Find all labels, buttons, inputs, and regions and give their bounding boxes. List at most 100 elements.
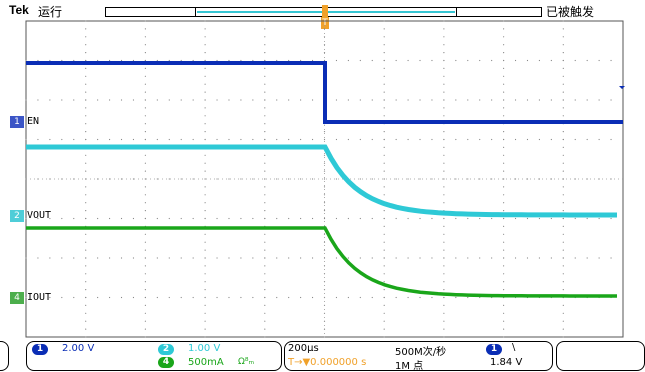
grid-dot bbox=[204, 233, 206, 235]
grid-dot bbox=[610, 257, 612, 259]
grid-dot bbox=[503, 36, 505, 38]
grid-dot bbox=[407, 138, 409, 141]
grid-dot bbox=[85, 20, 87, 22]
grid-dot bbox=[383, 162, 385, 164]
grid-dot bbox=[132, 178, 135, 180]
ch1-badge[interactable]: 1 bbox=[32, 344, 48, 355]
grid-dot bbox=[479, 296, 481, 299]
grid-dot bbox=[562, 217, 564, 220]
grid-dot bbox=[491, 178, 493, 180]
grid-dot bbox=[144, 304, 146, 306]
grid-dot bbox=[228, 138, 230, 141]
grid-dot bbox=[383, 312, 385, 314]
grid-dot bbox=[383, 304, 385, 306]
grid-dot bbox=[383, 296, 385, 299]
grid-dot bbox=[323, 336, 326, 338]
grid-dot bbox=[108, 178, 111, 180]
grid-dot bbox=[288, 257, 290, 259]
grid-dot bbox=[347, 217, 349, 220]
grid-dot bbox=[311, 59, 314, 62]
graticule bbox=[25, 20, 624, 338]
grid-dot bbox=[288, 99, 290, 101]
grid-dot bbox=[264, 115, 266, 117]
ch4-badge[interactable]: 4 bbox=[158, 357, 174, 368]
grid-dot bbox=[192, 59, 194, 62]
grid-dot bbox=[276, 178, 278, 180]
grid-dot bbox=[395, 217, 397, 220]
ch4-ground-marker[interactable]: 4 bbox=[10, 292, 24, 304]
grid-dot bbox=[383, 28, 385, 30]
grid-dot bbox=[395, 257, 397, 259]
grid-dot bbox=[132, 138, 135, 141]
grid-dot bbox=[610, 59, 612, 62]
grid-dot bbox=[85, 336, 87, 338]
grid-dot bbox=[25, 99, 27, 101]
grid-dot bbox=[383, 328, 385, 330]
grid-dot bbox=[467, 257, 469, 259]
ch1-trigger-level-arrow-icon[interactable] bbox=[619, 83, 625, 89]
grid-dot bbox=[85, 257, 87, 259]
trigger-position-marker[interactable]: T bbox=[321, 17, 329, 29]
grid-dot bbox=[610, 99, 612, 101]
grid-dot bbox=[443, 320, 445, 322]
trigger-position-readout[interactable]: T→▼0.000000 s bbox=[288, 357, 367, 368]
grid-dot bbox=[383, 336, 385, 338]
timebase-scale[interactable]: 200µs bbox=[288, 343, 319, 354]
grid-dot bbox=[503, 67, 505, 69]
grid-dot bbox=[503, 249, 505, 251]
grid-dot bbox=[383, 233, 385, 235]
grid-dot bbox=[97, 59, 99, 62]
grid-dot bbox=[85, 210, 87, 212]
run-state-label[interactable]: 运行 bbox=[38, 5, 63, 19]
grid-dot bbox=[467, 217, 469, 220]
grid-dot bbox=[586, 217, 588, 220]
grid-dot bbox=[73, 257, 75, 259]
grid-dot bbox=[395, 99, 397, 101]
grid-dot bbox=[455, 138, 457, 141]
grid-dot bbox=[85, 28, 87, 30]
grid-dot bbox=[491, 99, 493, 101]
ch2-label: VOUT bbox=[27, 210, 52, 221]
grid-dot bbox=[264, 202, 266, 204]
ch2-scale[interactable]: 1.00 V bbox=[188, 343, 221, 354]
record-window[interactable] bbox=[195, 7, 457, 17]
grid-dot bbox=[443, 217, 445, 220]
grid-dot bbox=[383, 44, 385, 46]
grid-dot bbox=[73, 59, 75, 62]
trigger-source-badge[interactable]: 1 bbox=[486, 344, 502, 355]
grid-dot bbox=[120, 59, 123, 62]
grid-dot bbox=[144, 249, 146, 251]
ch2-badge[interactable]: 2 bbox=[158, 344, 174, 355]
grid-dot bbox=[144, 36, 146, 38]
grid-dot bbox=[240, 178, 242, 180]
ch1-scale[interactable]: 2.00 V bbox=[62, 343, 95, 354]
grid-dot bbox=[61, 138, 63, 141]
grid-dot bbox=[85, 328, 87, 330]
grid-dot bbox=[204, 210, 206, 212]
grid-dot bbox=[431, 178, 433, 180]
grid-dot bbox=[598, 217, 600, 220]
grid-dot bbox=[479, 257, 481, 259]
grid-dot bbox=[311, 178, 314, 180]
grid-dot bbox=[204, 59, 206, 62]
grid-dot bbox=[204, 202, 206, 204]
grid-dot bbox=[443, 170, 445, 172]
ch2-ground-marker[interactable]: 2 bbox=[10, 210, 24, 222]
trigger-slope-icon[interactable]: \ bbox=[512, 342, 516, 353]
grid-dot bbox=[132, 257, 135, 259]
ch4-scale[interactable]: 500mA bbox=[188, 357, 224, 368]
grid-dot bbox=[419, 99, 421, 101]
grid-dot bbox=[383, 91, 385, 93]
grid-dot bbox=[49, 296, 51, 299]
grid-dot bbox=[144, 123, 146, 125]
sample-rate: 500M次/秒 bbox=[395, 347, 447, 358]
grid-dot bbox=[204, 320, 206, 322]
grid-dot bbox=[97, 257, 99, 259]
grid-dot bbox=[562, 241, 564, 243]
trigger-level[interactable]: 1.84 V bbox=[490, 357, 523, 368]
grid-dot bbox=[562, 273, 564, 275]
grid-dot bbox=[204, 217, 206, 220]
ch1-ground-marker[interactable]: 1 bbox=[10, 116, 24, 128]
grid-dot bbox=[383, 131, 385, 133]
grid-dot bbox=[562, 99, 564, 101]
